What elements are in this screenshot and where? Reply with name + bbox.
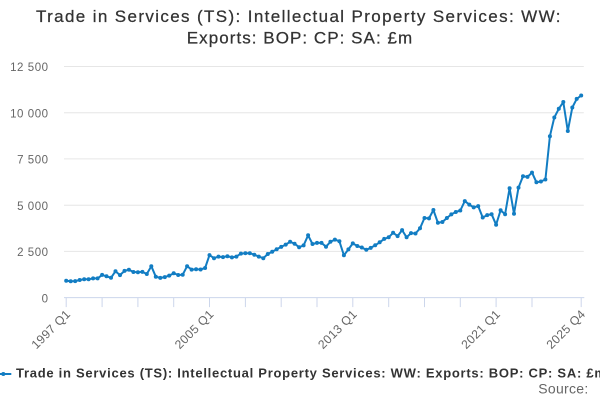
svg-text:2 500: 2 500 — [17, 247, 49, 259]
svg-text:1997 Q1: 1997 Q1 — [29, 307, 74, 352]
svg-text:2021 Q1: 2021 Q1 — [459, 307, 504, 352]
svg-text:10 000: 10 000 — [10, 108, 48, 120]
svg-text:2013 Q1: 2013 Q1 — [315, 307, 360, 352]
svg-text:2025 Q4: 2025 Q4 — [544, 307, 589, 352]
svg-text:7 500: 7 500 — [17, 155, 49, 167]
svg-text:0: 0 — [42, 293, 49, 305]
svg-text:Trade in Services (TS): Intell: Trade in Services (TS): Intellectual Pro… — [16, 366, 600, 381]
svg-text:12 500: 12 500 — [10, 62, 48, 74]
svg-text:Trade in Services (TS): Intell: Trade in Services (TS): Intellectual Pro… — [36, 7, 562, 26]
svg-text:Source:: Source: — [538, 381, 588, 397]
svg-text:2005 Q1: 2005 Q1 — [172, 307, 217, 352]
svg-text:5 000: 5 000 — [17, 201, 49, 213]
svg-text:Exports: BOP: CP: SA: £m: Exports: BOP: CP: SA: £m — [187, 28, 413, 47]
